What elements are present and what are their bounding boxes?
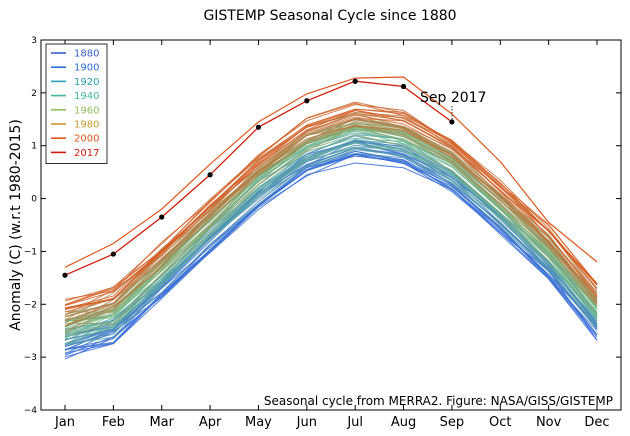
y-tick-label: 3 [31,36,37,46]
x-tick-label-oct: Oct [489,415,511,430]
x-tick-label-jun: Jun [296,415,317,430]
annotation-label: Sep 2017 [420,90,486,106]
legend-label-1920: 1920 [74,77,99,88]
legend: 1880 1900 1920 1940 1960 1980 2000 2017 [45,43,108,164]
marker-2017-sep [449,119,455,125]
marker-points [62,78,455,278]
y-tick-label: 2 [31,89,37,99]
series-line-year [64,142,598,338]
x-tick-label-apr: Apr [199,415,222,430]
series-line-year [64,147,598,345]
marker-2017-jan [62,272,68,278]
y-tick-label: 0 [31,195,37,205]
x-tick-label-jul: Jul [346,415,363,430]
figure-credit: Seasonal cycle from MERRA2. Figure: NASA… [264,394,613,408]
x-tick-label-aug: Aug [391,415,416,430]
series-line-year [64,102,598,300]
marker-2017-apr [207,172,213,178]
plot-frame [40,39,622,411]
x-tick-label-feb: Feb [102,415,125,430]
series-lines [64,76,598,360]
marker-2017-mar [159,214,165,220]
x-tick-label-jan: Jan [54,415,75,430]
series-line-year [64,124,598,332]
axis-ticks: Jan Feb Mar Apr May Jun Jul Aug Sep Oct Nov Dec 3 2 1 0… [24,36,621,430]
series-line-year [64,153,598,354]
y-tick-label: −3 [24,353,37,363]
series-line-year [64,155,598,356]
series-line-year [64,101,598,302]
x-tick-label-dec: Dec [584,415,609,430]
chart-title: GISTEMP Seasonal Cycle since 1880 [203,8,456,24]
series-line-year [64,117,598,327]
series-line-year [64,150,598,355]
series-line-year [64,146,598,345]
series-line-year [64,126,598,325]
y-axis-label: Anomaly (C) (w.r.t 1980-2015) [8,119,24,331]
marker-2017-feb [110,251,116,257]
series-line-year [64,114,598,310]
series-line-year [64,103,598,310]
x-tick-label-mar: Mar [149,415,174,430]
legend-label-2000: 2000 [74,134,99,145]
marker-2017-may [255,124,262,130]
x-tick-label-nov: Nov [536,415,562,430]
series-line-year [64,109,598,306]
x-tick-label-sep: Sep [440,415,465,430]
series-line-year [64,153,598,360]
legend-label-2017: 2017 [74,148,99,159]
series-line-year [64,124,598,318]
marker-2017-jul [352,78,358,84]
series-line-year [64,152,598,348]
x-tick-label-may: May [245,415,272,430]
marker-2017-jun [304,98,310,104]
series-line-year [64,155,598,350]
series-line-year [64,139,598,347]
y-tick-label: −1 [24,247,37,257]
series-line-warmest [64,76,598,268]
legend-label-1880: 1880 [74,49,99,60]
marker-2017-aug [400,83,407,90]
legend-label-1980: 1980 [74,120,99,131]
y-tick-label: 1 [31,142,37,152]
legend-box [45,43,108,164]
series-line-year [64,149,598,347]
legend-label-1940: 1940 [74,91,99,102]
y-tick-label: −2 [24,300,37,310]
legend-label-1960: 1960 [74,105,99,116]
series-line-year [64,125,598,326]
legend-label-1900: 1900 [74,63,99,74]
y-tick-label: −4 [24,406,38,416]
series-line-year [64,117,598,309]
